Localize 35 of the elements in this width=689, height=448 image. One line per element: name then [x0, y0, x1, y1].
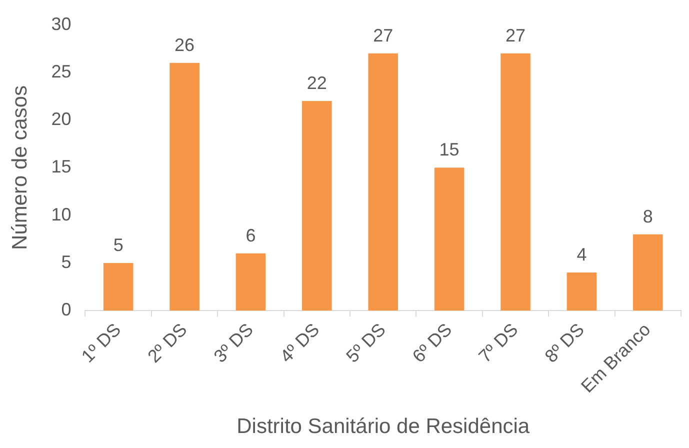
x-tick-label: 1º DS	[78, 319, 125, 366]
y-tick-label: 10	[51, 204, 72, 224]
bar	[170, 62, 200, 311]
data-label: 26	[174, 34, 195, 55]
bar	[103, 262, 134, 311]
data-label: 8	[642, 206, 653, 226]
y-tick-label: 30	[51, 14, 72, 34]
bar	[302, 101, 332, 311]
bar	[434, 168, 464, 311]
y-tick-label: 15	[51, 156, 72, 177]
y-tick-label: 0	[61, 300, 72, 320]
x-tick-label: 3º DS	[210, 319, 258, 366]
data-label: 4	[576, 244, 587, 264]
y-tick-label: 25	[51, 61, 72, 82]
data-label: 22	[306, 72, 327, 93]
data-label: 15	[439, 140, 460, 160]
data-label: 6	[246, 225, 256, 246]
data-label: 27	[373, 25, 394, 46]
y-axis-title: Número de casos	[8, 85, 32, 250]
bar	[566, 272, 597, 311]
x-axis-title: Distrito Sanitário de Residência	[236, 415, 530, 438]
bar	[368, 53, 398, 311]
x-tick-label: 2º DS	[144, 319, 191, 366]
bar	[236, 253, 266, 311]
x-tick-label: 5º DS	[342, 319, 390, 366]
y-tick-label: 20	[51, 109, 72, 130]
bar	[500, 53, 530, 311]
bar	[633, 234, 663, 311]
y-tick-label: 5	[61, 252, 72, 272]
x-tick-label: 8º DS	[540, 319, 588, 366]
x-tick-label: 6º DS	[408, 319, 456, 366]
data-label: 27	[505, 25, 526, 46]
x-tick-label: 4º DS	[276, 319, 324, 366]
x-tick-label: 7º DS	[474, 319, 522, 366]
data-label: 5	[113, 234, 124, 255]
